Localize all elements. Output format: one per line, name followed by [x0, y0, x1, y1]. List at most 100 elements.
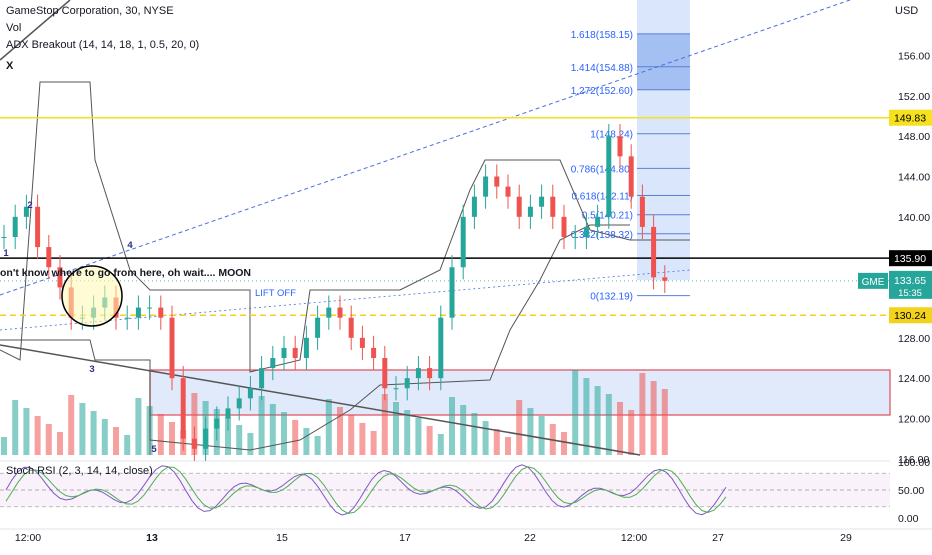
support-tag: 130.24	[894, 310, 926, 322]
volume-bar	[493, 429, 500, 455]
time-tick-label: 29	[840, 532, 852, 544]
volume-bar	[404, 410, 411, 455]
volume-bar	[124, 435, 131, 455]
candle-body	[315, 317, 321, 338]
volume-bar	[225, 417, 231, 455]
candle-body	[371, 347, 377, 358]
volume-bar	[292, 420, 299, 455]
volume-bar	[57, 432, 63, 455]
volume-bar	[572, 370, 579, 455]
volume-bar	[471, 413, 478, 455]
price-tick-label: 144.00	[898, 171, 930, 183]
candle-body	[583, 226, 589, 237]
support-tag-bg	[889, 307, 932, 324]
adx-line	[0, 81, 690, 373]
top-trendline	[0, 0, 71, 61]
volume-bar	[617, 402, 623, 455]
volume-bar	[281, 412, 287, 455]
candle-body	[505, 186, 511, 197]
black-level-tag-bg	[889, 250, 932, 267]
candle-body	[483, 176, 489, 197]
volume-bar	[661, 389, 668, 455]
candle-body	[57, 267, 63, 288]
candle-body	[404, 378, 410, 389]
candle-body	[292, 347, 298, 358]
volume-bar	[460, 405, 467, 455]
dotted-trendline	[0, 269, 691, 331]
candle-body	[169, 317, 175, 379]
candle-body	[203, 428, 209, 449]
candle-body	[359, 337, 365, 348]
volume-legend[interactable]: Vol	[6, 22, 22, 34]
volume-bar	[34, 416, 41, 455]
candle-body	[415, 368, 421, 379]
price-tick-label: 156.00	[898, 51, 930, 63]
candle-body	[225, 408, 231, 419]
fib-level-label: 1.272(152.60)	[571, 86, 633, 97]
volume-bar	[516, 400, 523, 455]
candle-body	[337, 307, 343, 318]
countdown-tag: 15:35	[898, 288, 922, 299]
wave-number: 2	[27, 200, 32, 211]
volume-bar	[437, 434, 444, 455]
price-tick-label: 152.00	[898, 91, 930, 103]
volume-bar	[68, 395, 75, 455]
black-level-tag: 135.90	[894, 253, 926, 265]
volume-bar	[337, 407, 343, 455]
fib-level-label: 0.382(138.32)	[571, 230, 633, 241]
volume-bar	[583, 378, 590, 455]
dashed-trendline	[0, 0, 851, 296]
candle-body	[259, 368, 265, 389]
candle-body	[214, 418, 220, 429]
candle-body	[438, 317, 444, 379]
volume-bar	[314, 436, 321, 455]
wave-number: 4	[127, 240, 133, 251]
fib-level-label: 1(148.24)	[590, 130, 633, 141]
candle-body	[527, 206, 533, 217]
x-marker-legend: X	[6, 60, 14, 72]
wave-number: 5	[151, 444, 157, 455]
price-tick-label: 128.00	[898, 333, 930, 345]
resistance-tag-bg	[889, 109, 932, 126]
candle-body	[303, 337, 309, 358]
lift-off-note: LIFT OFF	[255, 288, 296, 299]
currency-label: USD	[895, 5, 919, 17]
moon-circle	[61, 265, 123, 327]
stoch-rsi-legend[interactable]: Stoch RSI (2, 3, 14, 14, close)	[6, 465, 153, 477]
candle-body	[191, 438, 197, 449]
candle-body	[651, 226, 657, 278]
volume-bar	[527, 408, 534, 455]
time-tick-label: 22	[524, 532, 536, 544]
time-tick-label: 15	[276, 532, 288, 544]
candle-body	[46, 247, 52, 268]
fib-level-label: 0(132.19)	[590, 292, 633, 303]
candle-body	[662, 277, 668, 281]
candle-body	[427, 368, 433, 379]
candle-body	[617, 136, 623, 157]
candle-body	[628, 156, 634, 197]
candle-body	[539, 196, 545, 207]
adx-legend[interactable]: ADX Breakout (14, 14, 18, 1, 0.5, 20, 0)	[6, 39, 200, 51]
candle-body	[12, 216, 18, 237]
candle-body	[572, 236, 578, 238]
volume-bar	[236, 425, 243, 455]
candle-body	[606, 136, 612, 217]
candle-body	[460, 216, 466, 268]
volume-bar	[482, 421, 489, 455]
volume-bar	[79, 403, 86, 455]
candle-body	[270, 357, 276, 369]
volume-bar	[370, 431, 377, 455]
volume-bar	[113, 427, 119, 455]
adx-lower-line	[0, 224, 630, 451]
resistance-tag: 149.83	[894, 113, 926, 125]
volume-bar	[247, 433, 254, 455]
moon-note: on't know where to go from here, oh wait…	[0, 267, 251, 279]
price-tick-label: 120.00	[898, 413, 930, 425]
volume-bar	[359, 423, 366, 455]
candle-body	[550, 196, 556, 217]
candle-body	[281, 347, 287, 358]
price-tick-label: 148.00	[898, 131, 930, 143]
symbol-legend[interactable]: GameStop Corporation, 30, NYSE	[6, 5, 174, 17]
volume-bar	[639, 373, 646, 455]
